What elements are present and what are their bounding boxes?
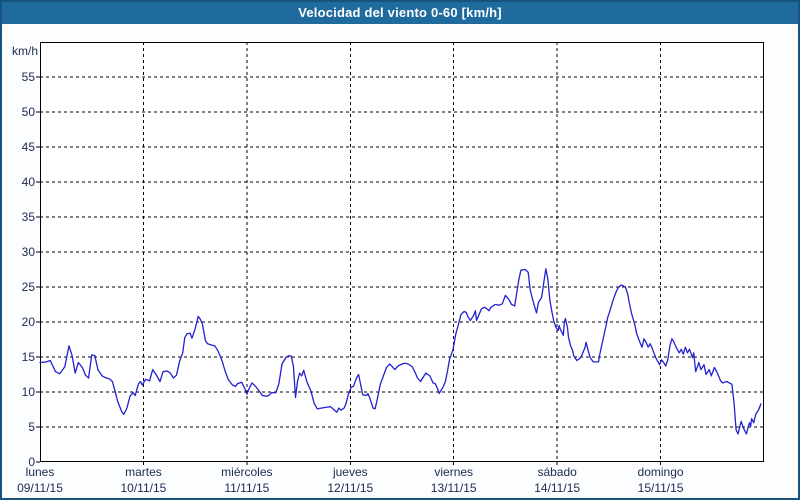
y-tick-label: 25 (21, 280, 35, 294)
x-day-label: viernes 13/11/15 (399, 464, 509, 496)
y-tick-label: 50 (21, 105, 35, 119)
day-date: 10/11/15 (120, 481, 167, 495)
day-name: sábado (537, 465, 577, 479)
day-name: viernes (434, 465, 474, 479)
y-axis-unit-label: km/h (11, 44, 38, 58)
y-tick-label: 15 (21, 350, 35, 364)
wind-speed-line-chart (36, 42, 764, 465)
chart-title: Velocidad del viento 0-60 [km/h] (298, 5, 502, 20)
x-day-label: sábado 14/11/15 (502, 464, 612, 496)
day-date: 09/11/15 (17, 481, 63, 495)
day-name: domingo (637, 465, 684, 479)
x-day-label: jueves 12/11/15 (295, 464, 405, 496)
day-date: 12/11/15 (327, 481, 374, 495)
day-date: 15/11/15 (637, 481, 684, 495)
y-tick-label: 35 (21, 210, 35, 224)
y-tick-label: 0 (28, 455, 35, 469)
day-name: miércoles (221, 465, 273, 479)
chart-title-bar: Velocidad del viento 0-60 [km/h] (2, 2, 798, 25)
day-name: martes (125, 465, 162, 479)
x-day-label: domingo 15/11/15 (606, 464, 716, 496)
wind-speed-series (39, 268, 762, 435)
y-tick-label: 55 (21, 70, 35, 84)
x-day-label: martes 10/11/15 (88, 464, 198, 496)
y-tick-label: 45 (21, 140, 35, 154)
y-tick-label: 30 (21, 245, 35, 259)
x-day-label: lunes 09/11/15 (0, 464, 95, 496)
y-tick-label: 10 (21, 385, 35, 399)
x-day-label: miércoles 11/11/15 (192, 464, 302, 496)
y-tick-label: 5 (28, 420, 35, 434)
day-name: jueves (332, 465, 368, 479)
y-tick-label: 20 (21, 315, 35, 329)
day-date: 13/11/15 (430, 481, 477, 495)
day-name: lunes (25, 465, 55, 479)
day-date: 11/11/15 (224, 481, 270, 495)
day-date: 14/11/15 (534, 481, 581, 495)
y-tick-label: 40 (21, 175, 35, 189)
